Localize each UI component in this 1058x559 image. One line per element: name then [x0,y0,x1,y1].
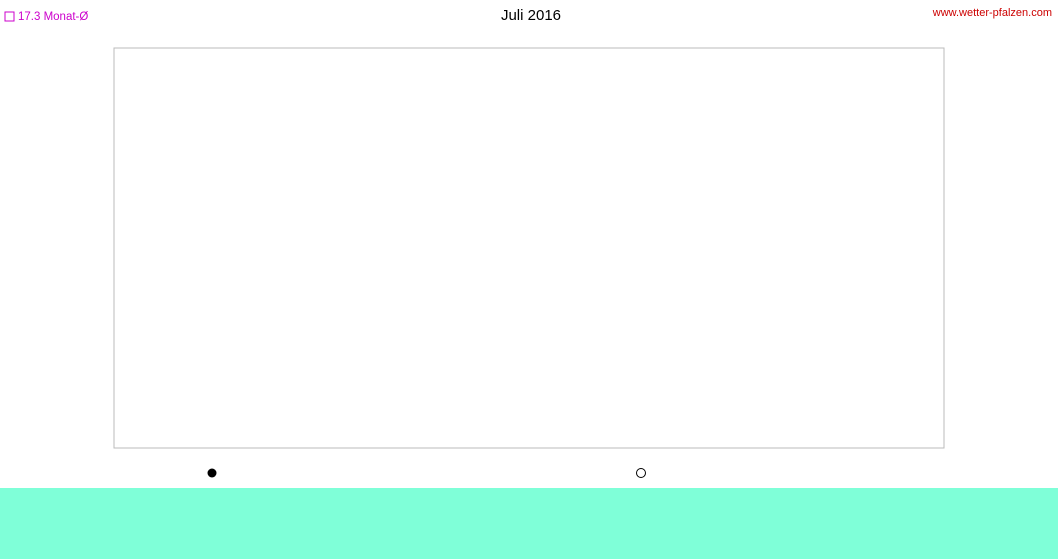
mean-icon [4,11,15,22]
mean-label: 17.3 Monat-Ø [18,11,88,23]
moon-new [207,468,217,478]
source: www.wetter-pfalzen.com [932,7,1052,19]
plot-area [113,47,945,449]
chart-title: Juli 2016 [501,7,561,24]
moon-full [636,468,646,478]
table-bg [0,488,1058,559]
